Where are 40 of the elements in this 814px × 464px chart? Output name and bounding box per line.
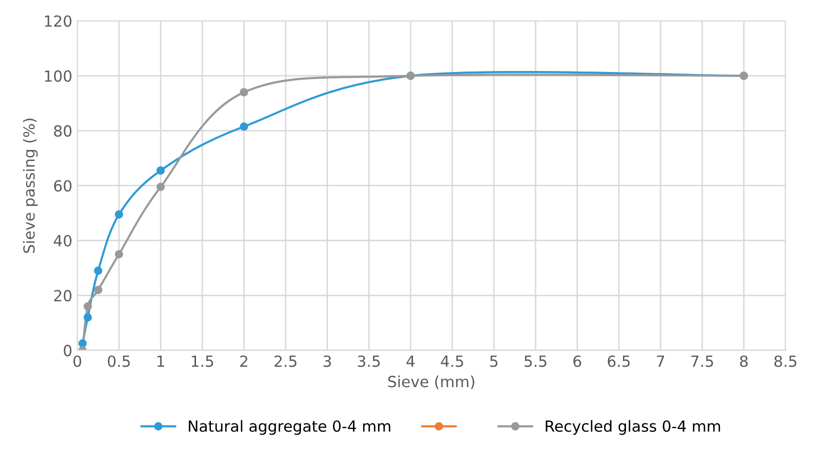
x-tick-label: 5 [490, 356, 498, 368]
point [84, 302, 92, 311]
legend-label: Natural aggregate 0-4 mm [188, 420, 390, 435]
y-tick-label: 120 [44, 15, 72, 27]
y-tick-label: 40 [54, 234, 72, 247]
x-axis-title: Sieve (mm) [388, 376, 474, 390]
y-tick-label: 80 [54, 125, 72, 137]
x-tick-label: 8.5 [774, 355, 796, 368]
legend-label: Recycled glass 0-4 mm [546, 420, 720, 435]
x-tick-label: 4 [406, 356, 415, 367]
point [94, 266, 102, 275]
point [114, 250, 124, 258]
point [94, 286, 102, 294]
y-tick-label: 0 [64, 344, 72, 356]
point [240, 122, 248, 131]
x-tick-label: 6.5 [608, 355, 630, 368]
point [114, 210, 124, 219]
x-tick-label: 1.5 [192, 356, 214, 368]
x-tick-label: 2 [240, 355, 248, 367]
y-axis-title: Sieve passing (%) [22, 118, 38, 253]
y-tick-label: 20 [54, 290, 72, 302]
x-tick-label: 7 [656, 356, 664, 367]
point [156, 166, 165, 175]
x-tick-label: 0.5 [108, 355, 130, 368]
x-tick-label: 3 [324, 355, 331, 368]
point [78, 339, 87, 348]
y-tick-label: 60 [54, 180, 72, 192]
x-tick-label: 3.5 [358, 355, 380, 368]
point [156, 182, 165, 192]
x-tick-label: 1 [157, 356, 164, 367]
x-tick-label: 0 [73, 355, 82, 368]
x-tick-label: 6 [573, 355, 582, 368]
x-tick-label: 7.5 [691, 356, 714, 368]
x-tick-label: 5.5 [524, 356, 546, 368]
x-tick-label: 4.5 [440, 356, 464, 368]
y-tick-label: 100 [44, 70, 72, 82]
point [84, 313, 92, 322]
point [240, 88, 248, 96]
x-tick-label: 8 [740, 355, 748, 368]
x-tick-label: 2.5 [274, 355, 296, 368]
